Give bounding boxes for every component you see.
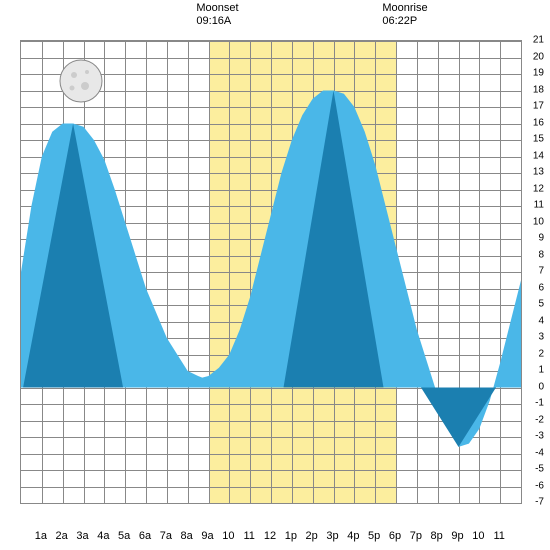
- y-tick-label: 9: [538, 233, 544, 244]
- y-tick-label: -5: [535, 464, 544, 475]
- x-tick-label: 5p: [364, 530, 384, 542]
- x-tick-label: 2a: [52, 530, 72, 542]
- y-tick-label: 14: [533, 150, 544, 161]
- plot-area: [20, 40, 522, 504]
- y-tick-label: -4: [535, 447, 544, 458]
- x-tick-label: 3p: [323, 530, 343, 542]
- y-tick-label: 10: [533, 216, 544, 227]
- x-tick-label: 1a: [31, 530, 51, 542]
- x-tick-label: 1p: [281, 530, 301, 542]
- x-tick-label: 3a: [73, 530, 93, 542]
- y-tick-label: -6: [535, 480, 544, 491]
- y-tick-label: 5: [538, 299, 544, 310]
- tide-area: [21, 41, 521, 503]
- y-tick-label: 16: [533, 117, 544, 128]
- x-tick-label: 4a: [93, 530, 113, 542]
- y-tick-label: 17: [533, 101, 544, 112]
- y-tick-label: 0: [538, 381, 544, 392]
- x-tick-label: 11: [489, 530, 509, 542]
- moon-event-label: Moonset09:16A: [196, 2, 238, 28]
- x-tick-label: 6p: [385, 530, 405, 542]
- x-tick-label: 10: [218, 530, 238, 542]
- y-tick-label: 6: [538, 282, 544, 293]
- y-tick-label: 21: [533, 35, 544, 46]
- y-tick-label: -2: [535, 414, 544, 425]
- y-tick-label: 18: [533, 84, 544, 95]
- y-tick-label: 13: [533, 167, 544, 178]
- y-tick-label: 8: [538, 249, 544, 260]
- y-tick-label: 4: [538, 315, 544, 326]
- x-tick-label: 11: [239, 530, 259, 542]
- x-tick-label: 8a: [177, 530, 197, 542]
- y-tick-label: 7: [538, 266, 544, 277]
- x-tick-label: 2p: [302, 530, 322, 542]
- y-tick-label: 2: [538, 348, 544, 359]
- x-tick-label: 5a: [114, 530, 134, 542]
- y-tick-label: -3: [535, 431, 544, 442]
- y-tick-label: 11: [534, 200, 544, 211]
- y-tick-label: -7: [535, 497, 544, 508]
- x-tick-label: 9p: [448, 530, 468, 542]
- moon-icon: [58, 58, 104, 104]
- y-tick-label: 20: [533, 51, 544, 62]
- x-tick-label: 8p: [427, 530, 447, 542]
- y-tick-label: 12: [533, 183, 544, 194]
- x-tick-label: 4p: [343, 530, 363, 542]
- x-tick-label: 7p: [406, 530, 426, 542]
- x-tick-label: 7a: [156, 530, 176, 542]
- y-tick-label: 19: [533, 68, 544, 79]
- x-tick-label: 6a: [135, 530, 155, 542]
- y-tick-label: 1: [538, 365, 544, 376]
- moon-event-label: Moonrise06:22P: [382, 2, 427, 28]
- y-tick-label: 3: [538, 332, 544, 343]
- y-tick-label: -1: [535, 398, 544, 409]
- tide-chart: 1a2a3a4a5a6a7a8a9a1011121p2p3p4p5p6p7p8p…: [0, 0, 550, 550]
- x-tick-label: 10: [468, 530, 488, 542]
- y-tick-label: 15: [533, 134, 544, 145]
- x-tick-label: 9a: [198, 530, 218, 542]
- x-tick-label: 12: [260, 530, 280, 542]
